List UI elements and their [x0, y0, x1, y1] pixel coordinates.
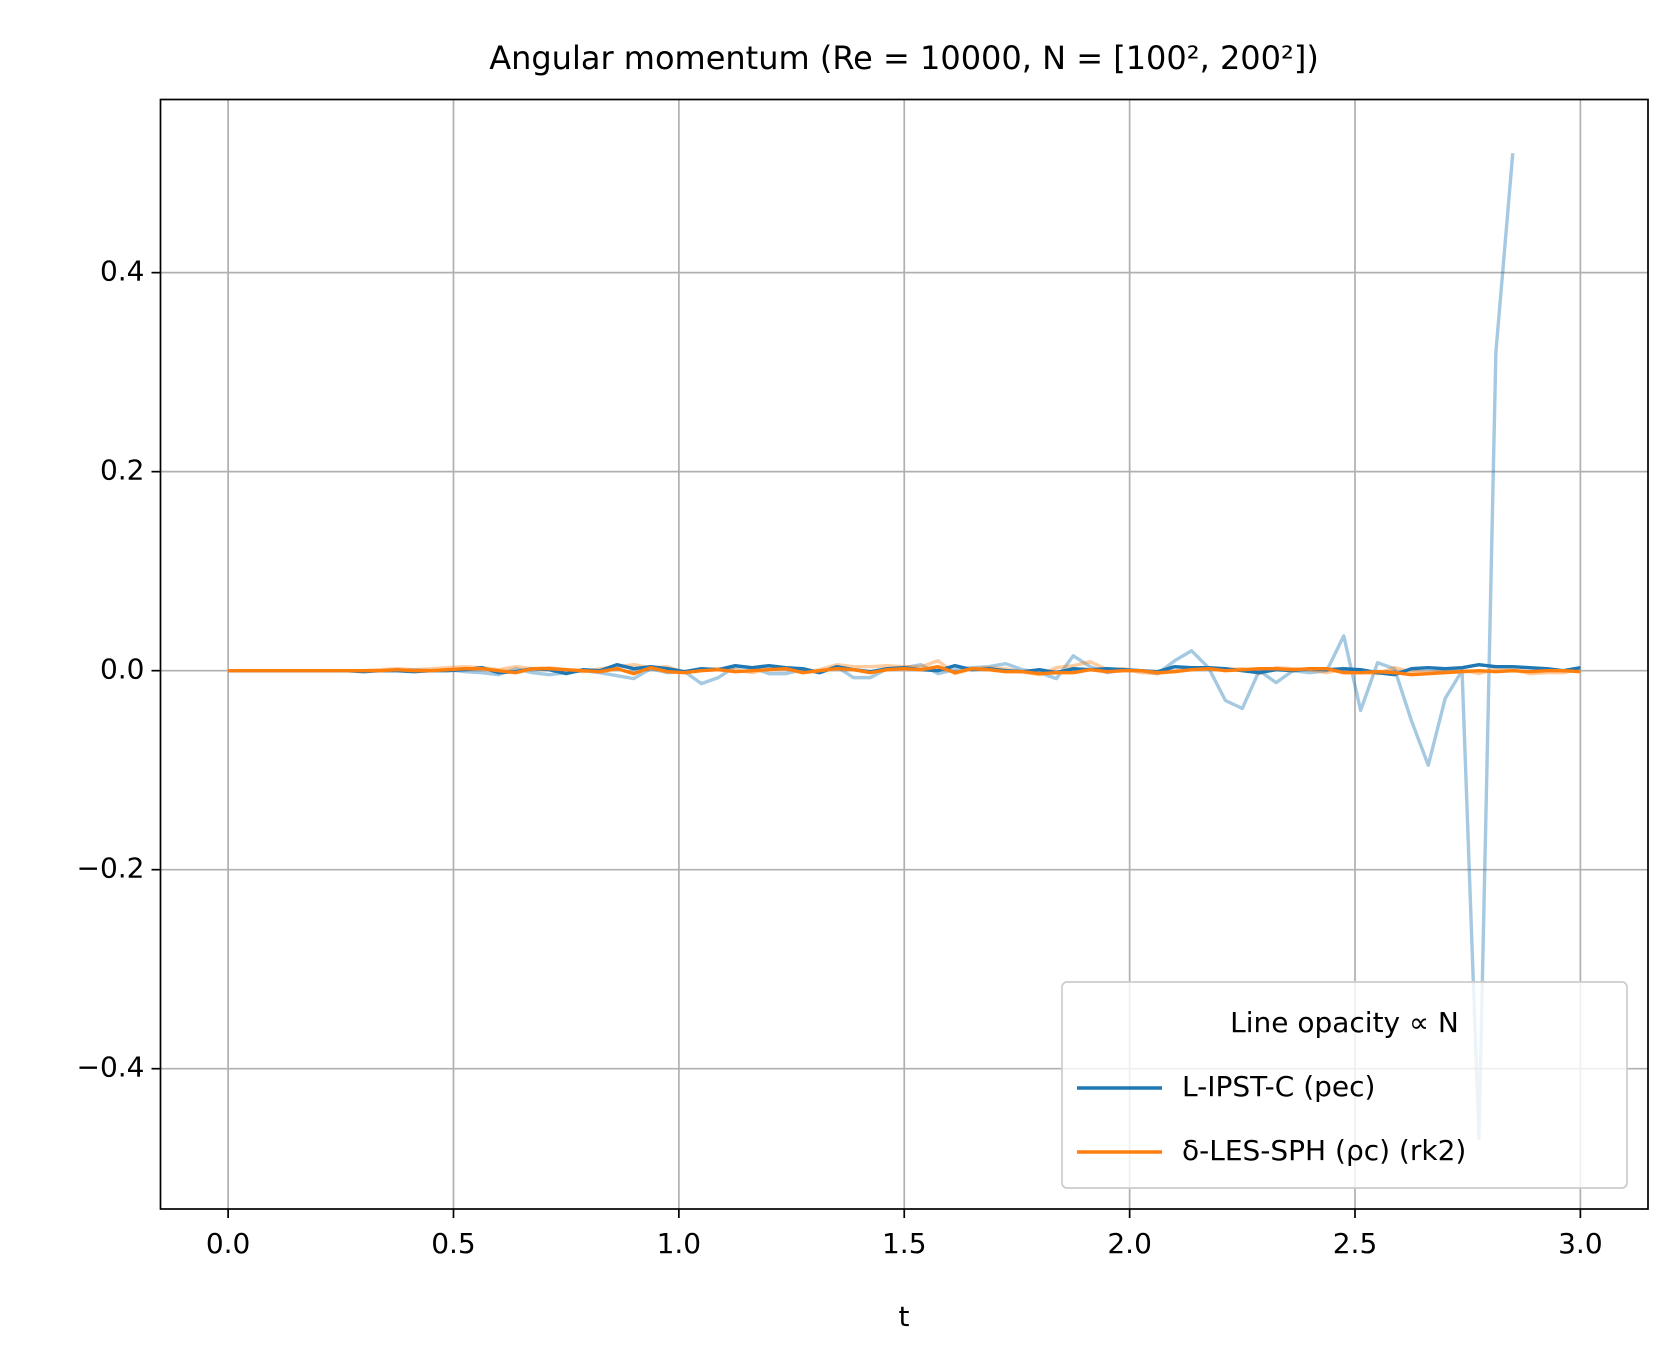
x-tick-label: 2.0	[1107, 1227, 1152, 1260]
x-tick-label: 0.0	[206, 1227, 251, 1260]
x-tick-label: 3.0	[1558, 1227, 1603, 1260]
x-axis-label: t	[899, 1300, 910, 1333]
y-tick-label: −0.2	[77, 852, 145, 885]
legend-label: L-IPST-C (pec)	[1182, 1070, 1375, 1103]
series-line	[228, 664, 1581, 677]
y-tick-label: −0.4	[77, 1051, 145, 1084]
x-tick-label: 2.5	[1333, 1227, 1378, 1260]
chart-title: Angular momentum (Re = 10000, N = [100²,…	[489, 39, 1319, 77]
y-tick-label: 0.4	[100, 255, 145, 288]
legend-box	[1061, 981, 1628, 1189]
plot-frame	[159, 98, 1649, 1210]
x-tick-label: 0.5	[431, 1227, 476, 1260]
legend-title: Line opacity ∝ N	[1230, 1006, 1459, 1039]
legend-label: δ-LES-SPH (ρc) (rk2)	[1182, 1134, 1466, 1167]
y-tick-label: 0.2	[100, 454, 145, 487]
y-tick-label: 0.0	[100, 653, 145, 686]
x-tick-label: 1.0	[657, 1227, 702, 1260]
x-tick-label: 1.5	[882, 1227, 927, 1260]
